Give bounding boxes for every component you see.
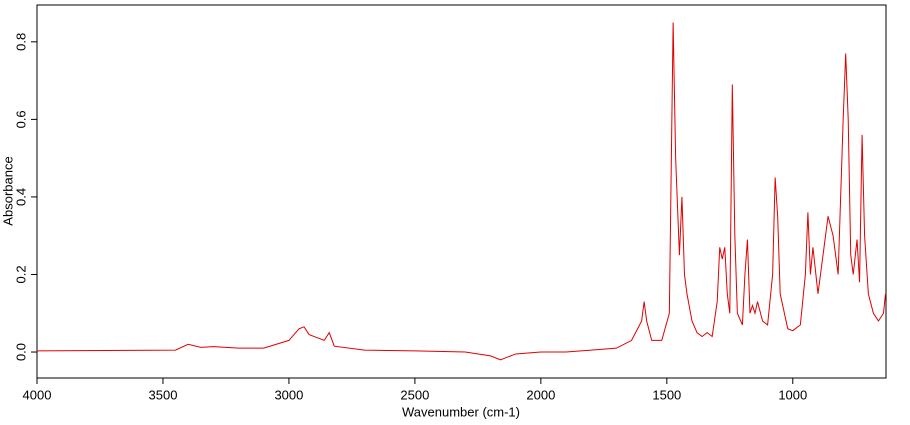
x-tick-label: 4000 (23, 387, 52, 402)
y-tick-label: 0.8 (13, 33, 28, 51)
plot-frame (36, 4, 887, 379)
x-tick-label: 3000 (274, 387, 303, 402)
y-tick-label: 0.0 (13, 343, 28, 361)
y-tick-label: 0.6 (13, 110, 28, 128)
x-tick-label: 3500 (149, 387, 178, 402)
x-tick-label: 2500 (400, 387, 429, 402)
x-tick-label: 1500 (652, 387, 681, 402)
spectrum-line (36, 22, 886, 361)
y-tick-label: 0.4 (13, 188, 28, 206)
x-axis-title: Wavenumber (cm-1) (402, 404, 520, 419)
y-axis-title: Absorbance (0, 156, 15, 225)
x-tick-label: 1000 (778, 387, 807, 402)
y-tick-label: 0.2 (13, 265, 28, 283)
x-tick-label: 2000 (526, 387, 555, 402)
